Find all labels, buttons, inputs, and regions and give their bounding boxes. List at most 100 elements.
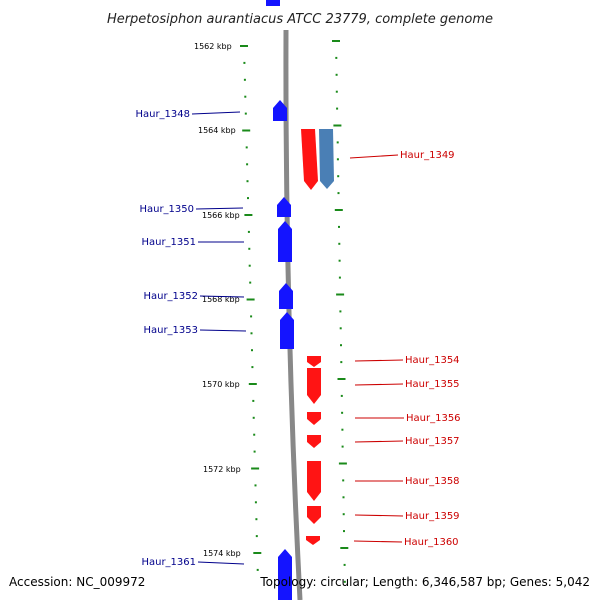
leader-line (199, 329, 247, 332)
gene-label-haur-1358[interactable]: Haur_1358 (405, 476, 460, 487)
tick-minor (251, 366, 254, 369)
gene-label-haur-1353[interactable]: Haur_1353 (143, 325, 198, 336)
gene-arrow-haur-1348[interactable] (273, 100, 287, 121)
kbp-label-1572: 1572 kbp (203, 465, 241, 474)
tick-marks-outer (332, 40, 349, 583)
leader-line (354, 514, 404, 517)
leader-line (349, 154, 399, 159)
tick-minor (248, 264, 251, 267)
gene-label-haur-1354[interactable]: Haur_1354 (405, 355, 460, 366)
tick-minor (255, 518, 258, 521)
reverse-gene-labels: Haur_1349 Haur_1354 Haur_1355 Haur_1356 … (349, 150, 461, 548)
kbp-label-1574: 1574 kbp (203, 549, 241, 558)
tick-minor (246, 163, 249, 166)
tick-minor (339, 310, 342, 313)
tick-minor (243, 61, 246, 64)
tick-minor (343, 580, 346, 583)
gene-arrow-haur-1353[interactable] (280, 312, 294, 349)
tick-minor (248, 247, 251, 250)
tick-major (340, 547, 349, 549)
tick-major (248, 383, 257, 385)
gene-arrow-haur-1357[interactable] (307, 435, 321, 448)
gene-label-haur-1352[interactable]: Haur_1352 (143, 291, 198, 302)
tick-minor (340, 394, 343, 397)
leader-line (199, 295, 245, 298)
gene-arrow-haur-1360[interactable] (306, 536, 320, 545)
tick-major (244, 214, 253, 216)
gene-label-haur-1356[interactable]: Haur_1356 (406, 413, 461, 424)
gene-arrow[interactable] (266, 0, 280, 6)
tick-major (333, 124, 342, 127)
tick-minor (341, 445, 344, 448)
tick-minor (249, 281, 252, 284)
tick-major (337, 378, 346, 380)
kbp-label-1566: 1566 kbp (202, 211, 240, 220)
tick-minor (256, 568, 259, 571)
genome-summary: Topology: circular; Length: 6,346,587 bp… (259, 575, 590, 589)
gene-label-haur-1357[interactable]: Haur_1357 (405, 436, 460, 447)
gene-label-haur-1355[interactable]: Haur_1355 (405, 379, 460, 390)
gene-label-haur-1361[interactable]: Haur_1361 (141, 557, 196, 568)
tick-minor (254, 501, 257, 504)
gene-label-haur-1359[interactable]: Haur_1359 (405, 511, 460, 522)
tick-major (332, 40, 340, 42)
tick-minor (338, 259, 341, 262)
tick-major (336, 293, 345, 296)
map-title: Herpetosiphon aurantiacus ATCC 23779, co… (107, 12, 493, 27)
tick-minor (244, 112, 247, 115)
tick-minor (336, 158, 339, 161)
tick-minor (335, 90, 338, 93)
tick-minor (343, 530, 345, 533)
tick-minor (253, 450, 256, 453)
leader-line (354, 359, 404, 362)
gene-arrow-haur-1356[interactable] (307, 412, 321, 425)
accession-text: Accession: NC_009972 (9, 575, 145, 589)
kbp-label-1570: 1570 kbp (202, 380, 240, 389)
tick-minor (246, 180, 249, 183)
forward-gene-labels: Haur_1348 Haur_1350 Haur_1351 Haur_1352 … (135, 109, 247, 568)
tick-major (251, 467, 260, 470)
gene-label-haur-1349[interactable]: Haur_1349 (400, 150, 455, 161)
tick-minor (255, 535, 258, 538)
gene-arrow-haur-1349-alt[interactable] (319, 129, 334, 189)
tick-minor (338, 276, 341, 279)
gene-label-haur-1350[interactable]: Haur_1350 (139, 204, 194, 215)
tick-minor (340, 361, 343, 364)
tick-minor (252, 399, 255, 402)
gene-label-haur-1360[interactable]: Haur_1360 (404, 537, 459, 548)
gene-arrow-haur-1358[interactable] (307, 461, 321, 501)
gene-label-haur-1351[interactable]: Haur_1351 (141, 237, 196, 248)
tick-minor (340, 344, 342, 347)
tick-major (240, 45, 248, 47)
tick-minor (338, 225, 340, 228)
tick-minor (338, 242, 341, 245)
reverse-genes (301, 129, 334, 545)
kbp-label-1568: 1568 kbp (202, 295, 240, 304)
tick-minor (243, 78, 246, 81)
gene-arrow-haur-1361[interactable] (278, 549, 292, 600)
gene-arrow-haur-1351[interactable] (278, 221, 292, 262)
gene-arrow-haur-1359[interactable] (307, 506, 321, 524)
leader-line (195, 207, 244, 210)
tick-major (246, 298, 255, 301)
gene-arrow-haur-1349[interactable] (301, 129, 318, 190)
gene-arrow-haur-1352[interactable] (279, 283, 293, 309)
tick-minor (342, 513, 345, 516)
gene-label-haur-1348[interactable]: Haur_1348 (135, 109, 190, 120)
leader-line (191, 111, 241, 115)
kbp-label-1562: 1562 kbp (194, 42, 232, 51)
tick-minor (336, 107, 339, 110)
gene-arrow[interactable] (278, 592, 292, 600)
tick-minor (337, 192, 340, 195)
tick-minor (247, 230, 250, 233)
gene-arrow-haur-1354[interactable] (307, 356, 321, 367)
tick-minor (341, 411, 344, 414)
tick-minor (343, 563, 346, 566)
tick-minor (252, 416, 255, 419)
tick-minor (250, 332, 253, 335)
gene-arrow-haur-1355[interactable] (307, 368, 321, 404)
gene-arrow-haur-1350[interactable] (277, 197, 291, 217)
kbp-label-1564: 1564 kbp (198, 126, 236, 135)
tick-minor (342, 496, 345, 499)
